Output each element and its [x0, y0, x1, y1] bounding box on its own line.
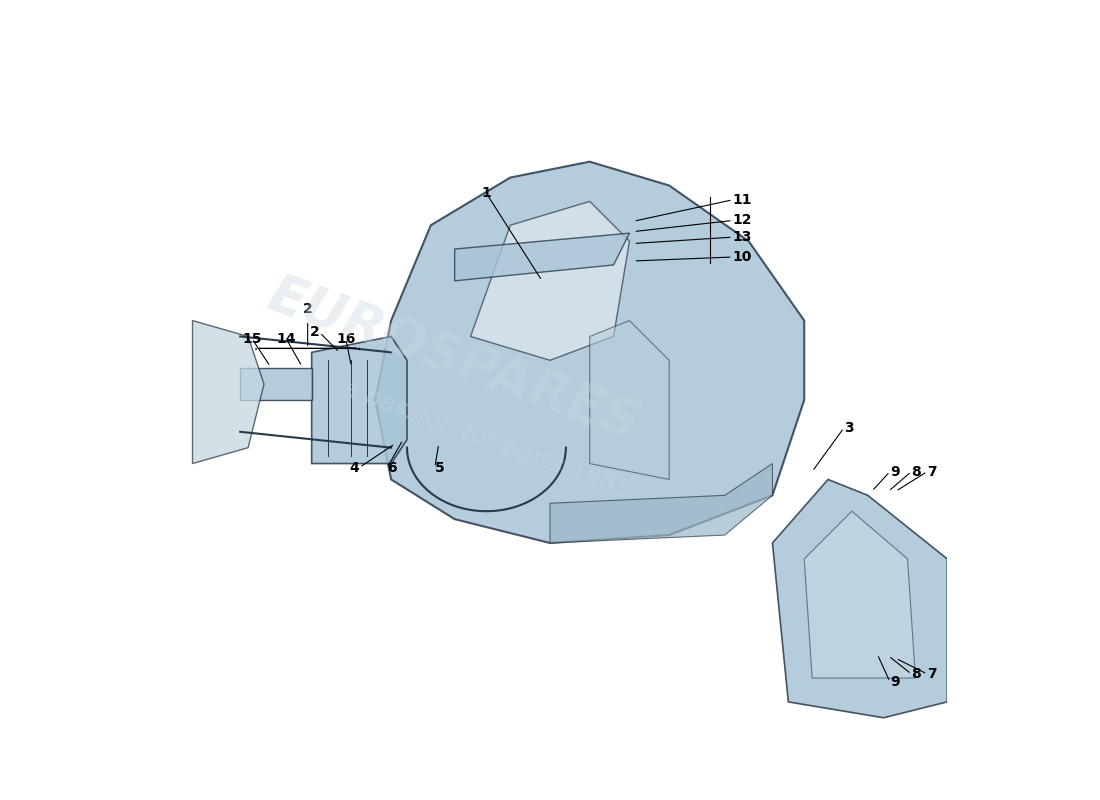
Text: 16: 16	[337, 332, 355, 346]
Text: 7: 7	[927, 465, 937, 478]
Text: 15: 15	[242, 332, 262, 346]
Polygon shape	[311, 337, 407, 463]
Text: 2: 2	[310, 326, 320, 339]
Text: a passion for parts 1985: a passion for parts 1985	[339, 376, 634, 503]
Text: 9: 9	[890, 675, 900, 689]
Text: 12: 12	[733, 214, 752, 227]
Text: 6: 6	[387, 461, 397, 474]
Text: 7: 7	[927, 667, 937, 681]
Polygon shape	[375, 162, 804, 543]
Polygon shape	[550, 463, 772, 543]
Text: 5: 5	[434, 461, 444, 474]
Text: 14: 14	[276, 332, 296, 346]
Text: 13: 13	[733, 230, 752, 244]
Text: 2: 2	[302, 302, 312, 316]
Polygon shape	[192, 321, 264, 463]
Polygon shape	[804, 511, 915, 678]
Text: 8: 8	[912, 667, 921, 681]
Text: 3: 3	[844, 421, 854, 435]
Text: 8: 8	[912, 465, 921, 478]
Text: 10: 10	[733, 250, 752, 264]
Polygon shape	[454, 233, 629, 281]
Polygon shape	[772, 479, 947, 718]
Text: 9: 9	[890, 465, 900, 478]
Text: 4: 4	[350, 461, 360, 474]
Polygon shape	[590, 321, 669, 479]
Text: EUROSPARES: EUROSPARES	[262, 269, 648, 452]
Polygon shape	[240, 368, 311, 400]
Text: 1: 1	[482, 186, 492, 201]
Text: 11: 11	[733, 193, 752, 206]
Polygon shape	[471, 202, 629, 360]
